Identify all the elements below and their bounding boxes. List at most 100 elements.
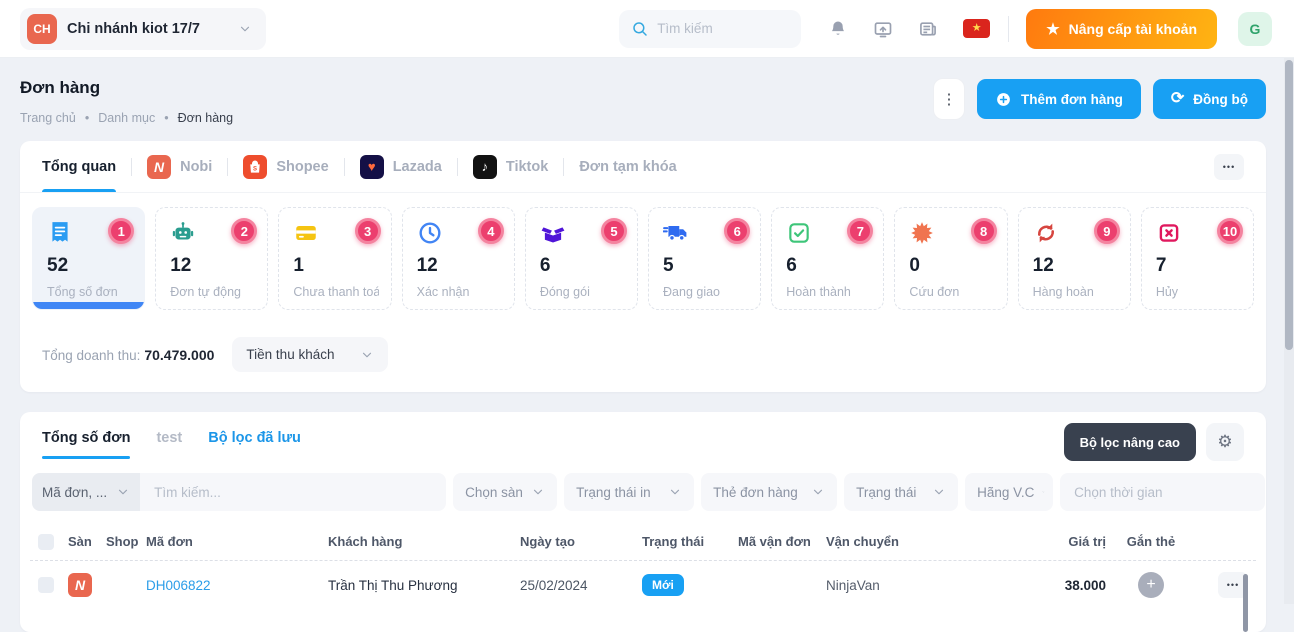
card-value: 1 xyxy=(293,255,304,276)
col-header-ngay-tao[interactable]: Ngày tạo xyxy=(520,534,575,549)
credit-card-icon xyxy=(296,225,317,241)
upgrade-account-button[interactable]: ★ Nâng cấp tài khoản xyxy=(1026,8,1217,49)
breadcrumb-category[interactable]: Danh mục xyxy=(98,111,156,125)
select-all-checkbox[interactable] xyxy=(38,533,54,550)
search-type-select[interactable]: Mã đơn, ... xyxy=(32,473,141,511)
filter-label: Chọn sàn xyxy=(465,484,523,500)
stat-card-total-orders[interactable]: 1 52 Tổng số đơn xyxy=(32,207,146,310)
upgrade-label: Nâng cấp tài khoản xyxy=(1068,20,1197,37)
stat-card-rescue[interactable]: 8 0 Cứu đơn xyxy=(894,207,1008,310)
add-order-button[interactable]: Thêm đơn hàng xyxy=(977,79,1141,119)
stat-card-delivering[interactable]: 6 5 Đang giao xyxy=(648,207,762,310)
card-value: 12 xyxy=(416,255,438,276)
advanced-filter-button[interactable]: Bộ lọc nâng cao xyxy=(1063,423,1196,461)
search-combo: Mã đơn, ... xyxy=(32,473,447,511)
revenue-label: Tổng doanh thu: xyxy=(42,347,141,363)
page-scrollbar-thumb[interactable] xyxy=(1285,60,1293,350)
tab-bo-loc-da-luu[interactable]: Bộ lọc đã lưu xyxy=(208,430,301,459)
nobi-platform-icon: N xyxy=(68,573,92,597)
order-search-input[interactable] xyxy=(140,473,447,511)
tab-tong-so-don[interactable]: Tổng số đơn xyxy=(42,430,131,459)
stat-card-confirm[interactable]: 4 12 Xác nhận xyxy=(401,207,515,310)
col-header-gia-tri[interactable]: Giá trị xyxy=(1068,534,1106,549)
open-box-icon xyxy=(541,227,565,243)
col-header-shop[interactable]: Shop xyxy=(106,534,139,549)
status-filter[interactable]: Trạng thái xyxy=(844,473,959,511)
stat-card-auto-orders[interactable]: 2 12 Đơn tự động xyxy=(155,207,269,310)
overview-more-button[interactable]: ••• xyxy=(1214,153,1244,180)
breadcrumb-home[interactable]: Trang chủ xyxy=(20,111,76,125)
status-badge: 4 xyxy=(477,218,504,244)
table-settings-button[interactable]: ⚙ xyxy=(1206,423,1244,461)
topbar-divider xyxy=(1008,15,1010,42)
header-more-button[interactable]: ⋮ xyxy=(933,78,966,120)
stat-card-cancelled[interactable]: 10 7 Hủy xyxy=(1140,207,1255,310)
language-flag-vn[interactable]: ★ xyxy=(963,19,991,38)
stat-card-returns[interactable]: 9 12 Hàng hoàn xyxy=(1017,207,1131,310)
robot-icon xyxy=(173,222,194,240)
revenue-row: Tổng doanh thu: 70.479.000 Tiền thu khách xyxy=(20,322,1266,392)
chevron-down-icon xyxy=(935,489,944,495)
tab-shopee[interactable]: S Shopee xyxy=(243,141,329,192)
shopee-logo-icon: S xyxy=(243,154,268,179)
news-icon[interactable] xyxy=(918,19,938,39)
created-date-cell: 25/02/2024 xyxy=(520,577,588,593)
cancel-square-icon xyxy=(1159,224,1179,242)
status-badge: 3 xyxy=(354,218,381,244)
plus-circle-icon xyxy=(997,92,1010,106)
clock-icon xyxy=(419,222,441,244)
card-value: 0 xyxy=(909,255,920,276)
carrier-cell: NinjaVan xyxy=(826,577,880,593)
star-icon: ★ xyxy=(1046,20,1060,38)
col-header-van-chuyen[interactable]: Vận chuyển xyxy=(826,534,899,549)
table-row[interactable]: N DH006822 Trần Thị Thu Phương 25/02/202… xyxy=(30,561,1256,609)
stat-card-packing[interactable]: 5 6 Đóng gói xyxy=(524,207,639,310)
col-header-gan-the[interactable]: Gắn thẻ xyxy=(1126,534,1176,549)
col-header-ma-van-don[interactable]: Mã vận đơn xyxy=(738,534,811,549)
tab-don-tam-khoa[interactable]: Đơn tạm khóa xyxy=(579,141,676,192)
order-value-cell: 38.000 xyxy=(1064,577,1106,593)
chevron-down-icon xyxy=(240,26,250,31)
page-scrollbar[interactable] xyxy=(1284,58,1294,604)
col-header-san[interactable]: Sàn xyxy=(68,534,92,549)
print-status-filter[interactable]: Trạng thái in xyxy=(564,473,695,511)
col-header-trang-thai[interactable]: Trạng thái xyxy=(642,534,705,549)
notification-bell-icon[interactable] xyxy=(828,19,848,39)
col-header-ma-don[interactable]: Mã đơn xyxy=(146,534,193,549)
time-range-input[interactable] xyxy=(1060,473,1266,511)
chevron-down-icon xyxy=(119,489,128,495)
order-code-link[interactable]: DH006822 xyxy=(146,577,211,593)
tab-lazada[interactable]: ♥ Lazada xyxy=(359,141,442,192)
carrier-filter[interactable]: Hãng V.C xyxy=(965,473,1054,511)
card-label: Hàng hoàn xyxy=(1032,285,1094,299)
row-checkbox[interactable] xyxy=(38,577,54,593)
global-search[interactable] xyxy=(619,9,802,48)
user-avatar[interactable]: G xyxy=(1238,11,1272,46)
tab-tiktok[interactable]: ♪ Tiktok xyxy=(472,141,548,192)
tab-tong-quan[interactable]: Tổng quan xyxy=(42,141,117,192)
order-tag-filter[interactable]: Thẻ đơn hàng xyxy=(701,473,838,511)
tab-test[interactable]: test xyxy=(156,430,182,459)
tab-label: Nobi xyxy=(180,158,213,175)
revenue-type-select[interactable]: Tiền thu khách xyxy=(232,337,389,372)
global-search-input[interactable] xyxy=(657,21,790,36)
header-actions: ⋮ Thêm đơn hàng ⟳ Đồng bộ xyxy=(933,78,1266,120)
card-label: Hủy xyxy=(1155,285,1179,299)
col-header-khach-hang[interactable]: Khách hàng xyxy=(328,534,403,549)
check-square-icon xyxy=(789,223,809,243)
stat-cards-row: 1 52 Tổng số đơn 2 12 Đơn tự động xyxy=(20,193,1266,322)
stat-card-completed[interactable]: 7 6 Hoàn thành xyxy=(771,207,885,310)
add-tag-button[interactable]: + xyxy=(1138,572,1164,598)
platform-filter[interactable]: Chọn sàn xyxy=(453,473,558,511)
tab-nobi[interactable]: N Nobi xyxy=(147,141,212,192)
tab-divider xyxy=(456,157,458,176)
stat-card-unpaid[interactable]: 3 1 Chưa thanh toán xyxy=(278,207,392,310)
sync-button[interactable]: ⟳ Đồng bộ xyxy=(1152,79,1266,119)
page-content: Đơn hàng Trang chủ • Danh mục • Đơn hàng… xyxy=(0,58,1294,632)
breadcrumb: Trang chủ • Danh mục • Đơn hàng xyxy=(20,111,233,125)
nobi-logo-icon: N xyxy=(147,154,172,179)
branch-selector[interactable]: CH Chi nhánh kiot 17/7 xyxy=(20,7,266,50)
status-badge: 9 xyxy=(1093,218,1120,244)
screen-share-icon[interactable] xyxy=(873,19,893,39)
table-scrollbar[interactable] xyxy=(1243,574,1248,632)
